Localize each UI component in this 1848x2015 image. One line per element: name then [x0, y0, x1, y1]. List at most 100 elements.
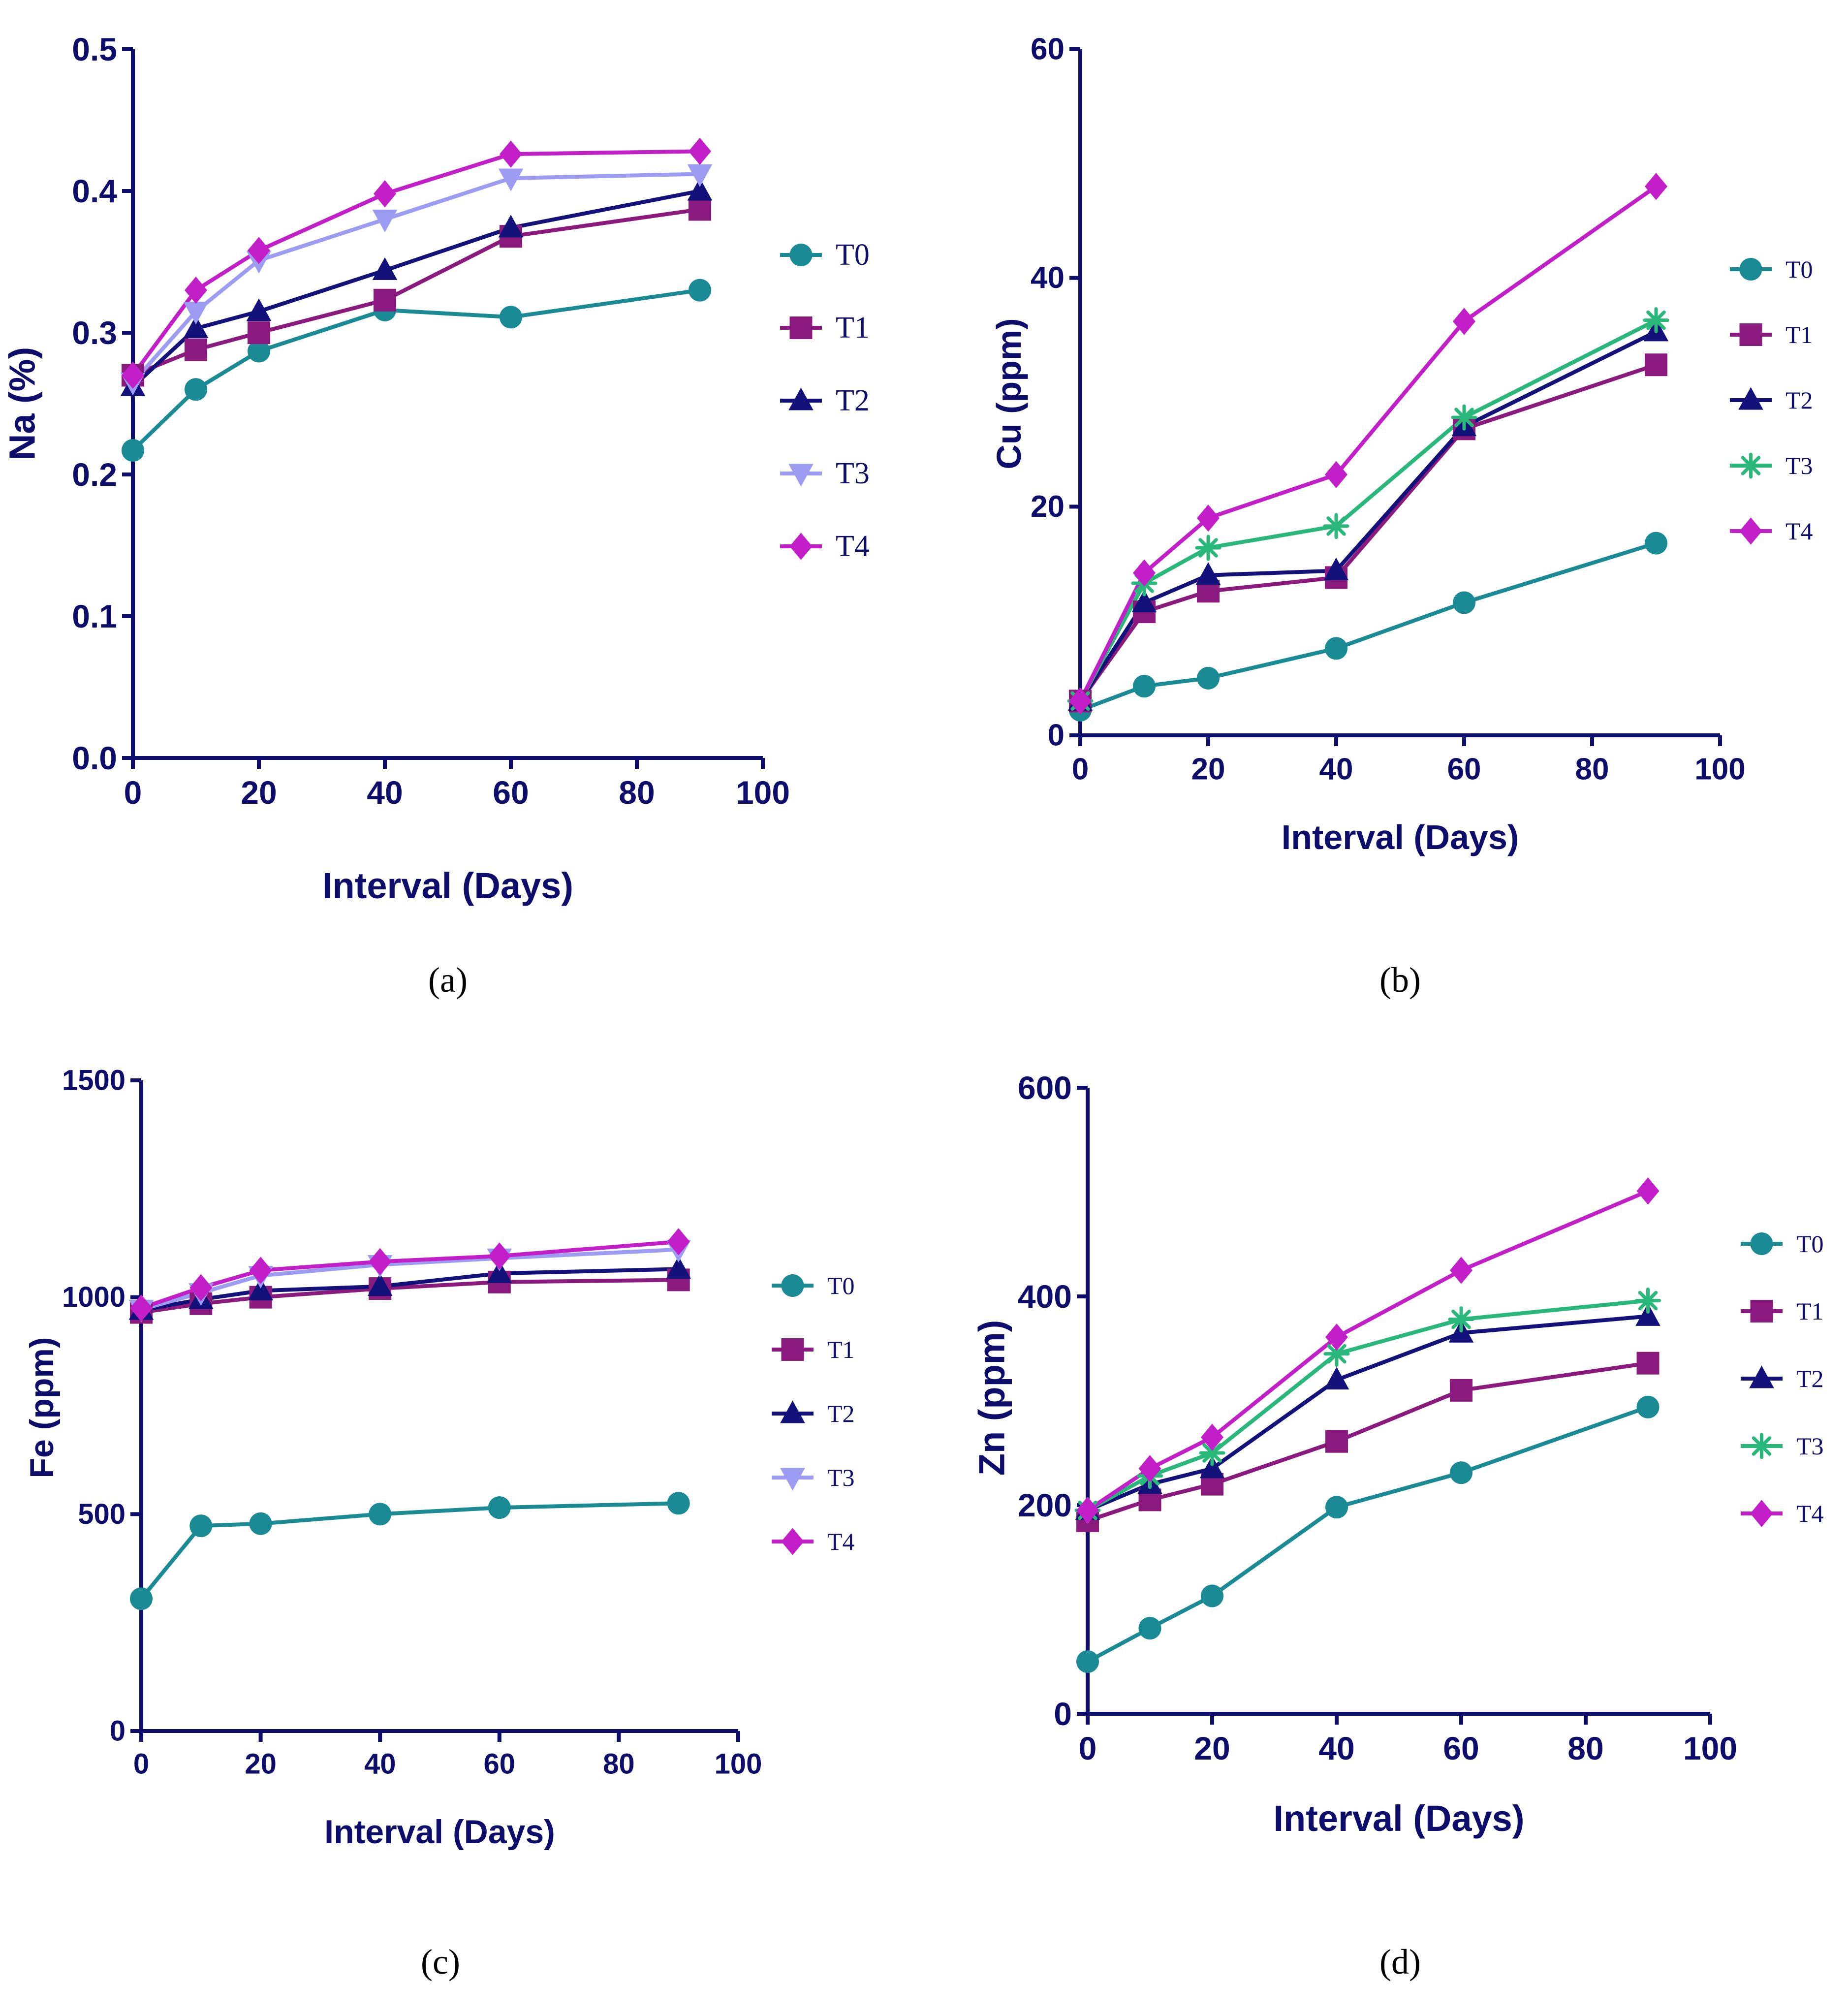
series-points-t2: [128, 1256, 691, 1320]
data-point: [1636, 1395, 1660, 1418]
data-point: [185, 338, 207, 361]
chart-panel-d: 0 200 400 600 0 20 40 60 80 100 Interval (Days) Zn …: [971, 1070, 1824, 1982]
data-point: [1197, 666, 1220, 690]
series-points-t4: [122, 137, 711, 389]
x-tick-label: 60: [493, 774, 529, 811]
data-point: [1076, 1650, 1099, 1673]
data-point: [1325, 1496, 1348, 1519]
data-point: [372, 257, 398, 280]
legend-item-t0: T0: [1730, 255, 1813, 283]
legend-label: T1: [836, 311, 870, 345]
legend-label: T3: [1785, 452, 1813, 479]
y-tick-label: 0.0: [72, 740, 117, 776]
legend-item-t1: T1: [1730, 321, 1813, 348]
data-point: [1076, 1497, 1099, 1524]
data-point: [367, 1273, 393, 1296]
series-points-t0: [1076, 1395, 1660, 1673]
data-point: [130, 1587, 153, 1610]
data-point: [248, 340, 270, 363]
x-tick-label: 100: [1683, 1730, 1737, 1766]
data-point: [1133, 675, 1156, 698]
data-point: [1133, 559, 1156, 587]
legend-item-t2: T2: [780, 384, 870, 417]
legend-item-t3: T3: [1730, 452, 1813, 479]
legend-label: T4: [836, 530, 870, 563]
data-point: [689, 137, 711, 165]
legend-label: T4: [1796, 1500, 1824, 1527]
y-tick-label: 0.3: [72, 315, 117, 351]
data-point: [1199, 1455, 1225, 1479]
series-line-t3: [1087, 1298, 1648, 1512]
series-points-t4: [130, 1228, 690, 1322]
data-point: [1450, 1257, 1472, 1284]
data-point: [1325, 1323, 1348, 1351]
data-point: [1450, 1461, 1472, 1484]
legend-marker: [1738, 452, 1764, 479]
series-line-t2: [131, 189, 700, 388]
x-tick-label: 0: [133, 1748, 149, 1780]
panel-label: (a): [428, 960, 468, 1000]
legend-marker: [1750, 1300, 1773, 1322]
series-line-t4: [140, 1239, 679, 1310]
data-point: [1325, 461, 1347, 488]
series-line-t0: [139, 1501, 679, 1600]
data-point: [1636, 1177, 1660, 1205]
x-axis-title: Interval (Days): [324, 1813, 555, 1851]
legend-marker: [788, 464, 814, 487]
legend-label: T1: [1796, 1297, 1824, 1325]
y-tick-label: 0: [1054, 1696, 1072, 1732]
legend-marker: [789, 533, 813, 560]
x-axis-title: Interval (Days): [322, 865, 573, 906]
series-line-t0: [1079, 541, 1657, 712]
legend-marker: [1749, 1433, 1775, 1459]
legend-label: T2: [1796, 1365, 1824, 1392]
legend-marker: [1750, 1232, 1773, 1255]
legend-label: T4: [1785, 517, 1813, 545]
data-point: [372, 210, 398, 233]
y-tick-label: 500: [78, 1498, 125, 1530]
data-point: [1448, 1306, 1474, 1333]
y-tick-label: 0: [110, 1715, 125, 1747]
x-tick-label: 20: [1191, 753, 1225, 787]
data-point: [374, 288, 396, 312]
legend-label: T3: [836, 457, 870, 490]
data-point: [500, 306, 522, 329]
x-tick-label: 0: [1079, 1730, 1097, 1766]
data-point: [122, 361, 144, 389]
data-point: [249, 1512, 272, 1535]
x-axis-title: Interval (Days): [1282, 818, 1519, 856]
legend-item-t1: T1: [772, 1336, 855, 1363]
y-tick-label: 20: [1031, 490, 1065, 524]
legend-label: T1: [827, 1336, 855, 1363]
y-axis-title: Zn (ppm): [971, 1320, 1012, 1476]
data-point: [1197, 504, 1220, 532]
x-tick-label: 20: [1194, 1730, 1230, 1766]
data-point: [374, 180, 396, 208]
data-point: [1323, 1341, 1350, 1367]
legend-label: T3: [827, 1464, 855, 1491]
data-point: [248, 1277, 273, 1300]
data-point: [1069, 687, 1092, 715]
data-point: [1138, 1455, 1161, 1482]
legend-item-t3: T3: [780, 457, 870, 490]
data-point: [488, 1496, 511, 1519]
y-tick-label: 0.5: [72, 31, 117, 67]
data-point: [1450, 1379, 1472, 1402]
legend-item-t2: T2: [1741, 1365, 1824, 1392]
series-line-t4: [1078, 185, 1658, 702]
y-tick-label: 1500: [62, 1065, 125, 1097]
data-point: [248, 237, 270, 264]
legend-item-t1: T1: [780, 311, 870, 345]
legend-label: T2: [1785, 386, 1813, 414]
legend-marker: [781, 1528, 804, 1555]
series-line-t0: [1087, 1405, 1649, 1664]
legend-marker: [780, 1400, 805, 1423]
legend-marker: [789, 244, 813, 266]
legend-marker: [788, 387, 814, 410]
data-point: [687, 164, 713, 187]
data-point: [1645, 173, 1667, 200]
chart-panel-a: 0.0 0.1 0.2 0.3 0.4 0.5 0 20 40 60 80 100 Interval (…: [2, 31, 870, 1000]
panel-label: (b): [1379, 960, 1421, 1000]
legend-marker: [1739, 517, 1762, 545]
